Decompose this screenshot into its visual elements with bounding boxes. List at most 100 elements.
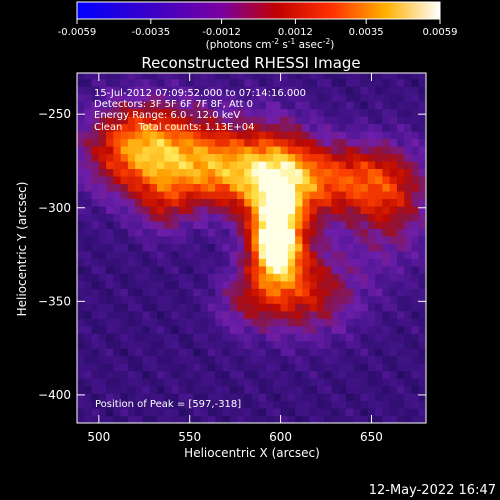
heatmap-cell bbox=[287, 340, 296, 349]
heatmap-cell bbox=[164, 138, 173, 147]
heatmap-cell bbox=[266, 138, 274, 147]
heatmap-cell bbox=[215, 258, 224, 267]
heatmap-cell bbox=[156, 408, 165, 417]
heatmap-cell bbox=[178, 138, 187, 147]
heatmap-cell bbox=[331, 160, 340, 170]
heatmap-cell bbox=[215, 280, 224, 289]
heatmap-cell bbox=[156, 280, 165, 289]
heatmap-cell bbox=[280, 235, 289, 244]
heatmap-cell bbox=[353, 250, 362, 259]
heatmap-cell bbox=[127, 93, 136, 102]
heatmap-cell bbox=[302, 415, 311, 423]
heatmap-cell bbox=[411, 145, 420, 155]
heatmap-cell bbox=[389, 415, 398, 423]
heatmap-cell bbox=[200, 101, 209, 110]
heatmap-cell bbox=[244, 160, 253, 170]
heatmap-cell bbox=[77, 73, 85, 80]
heatmap-cell bbox=[258, 73, 267, 80]
heatmap-cell bbox=[316, 228, 325, 237]
heatmap-cell bbox=[164, 378, 173, 387]
heatmap-cell bbox=[382, 198, 391, 207]
heatmap-cell bbox=[142, 408, 151, 417]
heatmap-cell bbox=[200, 295, 209, 304]
heatmap-cell bbox=[207, 190, 216, 199]
heatmap-cell bbox=[375, 235, 383, 244]
heatmap-cell bbox=[171, 288, 180, 297]
heatmap-cell bbox=[375, 220, 383, 229]
heatmap-cell bbox=[127, 370, 136, 379]
heatmap-cell bbox=[215, 355, 224, 364]
heatmap-cell bbox=[389, 93, 398, 102]
heatmap-cell bbox=[324, 370, 333, 379]
heatmap-cell bbox=[324, 258, 333, 267]
heatmap-cell bbox=[273, 348, 282, 357]
heatmap-cell bbox=[91, 153, 100, 162]
heatmap-cell bbox=[171, 153, 180, 162]
heatmap-cell bbox=[135, 116, 144, 125]
heatmap-cell bbox=[382, 101, 391, 110]
heatmap-cell bbox=[367, 318, 376, 327]
heatmap-cell bbox=[360, 175, 369, 185]
heatmap-cell bbox=[106, 265, 114, 274]
heatmap-cell bbox=[98, 183, 107, 192]
heatmap-cell bbox=[164, 175, 173, 185]
heatmap-cell bbox=[418, 265, 426, 274]
heatmap-cell bbox=[331, 183, 340, 192]
heatmap-cell bbox=[360, 153, 369, 162]
heatmap-cell bbox=[338, 93, 347, 102]
heatmap-cell bbox=[258, 288, 267, 297]
heatmap-cell bbox=[244, 213, 253, 222]
heatmap-cell bbox=[346, 101, 354, 110]
heatmap-cell bbox=[367, 153, 376, 162]
heatmap-cell bbox=[396, 363, 405, 372]
heatmap-cell bbox=[236, 378, 245, 387]
heatmap-cell bbox=[375, 175, 383, 185]
heatmap-cell bbox=[244, 258, 253, 267]
heatmap-cell bbox=[418, 145, 426, 155]
heatmap-cell bbox=[302, 295, 311, 304]
heatmap-cell bbox=[331, 93, 340, 102]
heatmap-cell bbox=[316, 213, 325, 222]
heatmap-cell bbox=[84, 273, 93, 282]
heatmap-cell bbox=[222, 363, 231, 372]
heatmap-cell bbox=[418, 250, 426, 259]
heatmap-cell bbox=[273, 145, 282, 155]
heatmap-cell bbox=[207, 220, 216, 229]
heatmap-cell bbox=[186, 370, 194, 379]
heatmap-cell bbox=[251, 228, 260, 237]
heatmap-cell bbox=[338, 168, 347, 177]
heatmap-cell bbox=[295, 160, 303, 170]
heatmap-cell bbox=[389, 340, 398, 349]
heatmap-cell bbox=[338, 415, 347, 423]
heatmap-cell bbox=[244, 73, 253, 80]
heatmap-cell bbox=[287, 131, 296, 140]
heatmap-cell bbox=[186, 325, 194, 334]
heatmap-cell bbox=[404, 408, 413, 417]
heatmap-cell bbox=[106, 318, 114, 327]
heatmap-cell bbox=[164, 183, 173, 192]
heatmap-cell bbox=[120, 258, 129, 267]
heatmap-cell bbox=[316, 198, 325, 207]
heatmap-cell bbox=[338, 160, 347, 170]
heatmap-cell bbox=[84, 415, 93, 423]
heatmap-cell bbox=[418, 213, 426, 222]
heatmap-cell bbox=[222, 288, 231, 297]
heatmap-cell bbox=[295, 318, 303, 327]
footer-date: 12-May-2022 16:47 bbox=[369, 483, 496, 498]
heatmap-cell bbox=[251, 393, 260, 402]
heatmap-cell bbox=[91, 355, 100, 364]
heatmap-cell bbox=[287, 400, 296, 409]
heatmap-cell bbox=[338, 340, 347, 349]
y-tick-label: −250 bbox=[38, 107, 71, 121]
x-tick-label: 600 bbox=[269, 430, 292, 444]
heatmap-cell bbox=[113, 78, 122, 87]
heatmap-cell bbox=[113, 160, 122, 170]
heatmap-cell bbox=[411, 138, 420, 147]
heatmap-cell bbox=[302, 205, 311, 214]
heatmap-cell bbox=[113, 393, 122, 402]
heatmap-cell bbox=[200, 250, 209, 259]
heatmap-cell bbox=[236, 243, 245, 252]
heatmap-cell bbox=[346, 228, 354, 237]
heatmap-cell bbox=[382, 78, 391, 87]
heatmap-cell bbox=[316, 175, 325, 185]
